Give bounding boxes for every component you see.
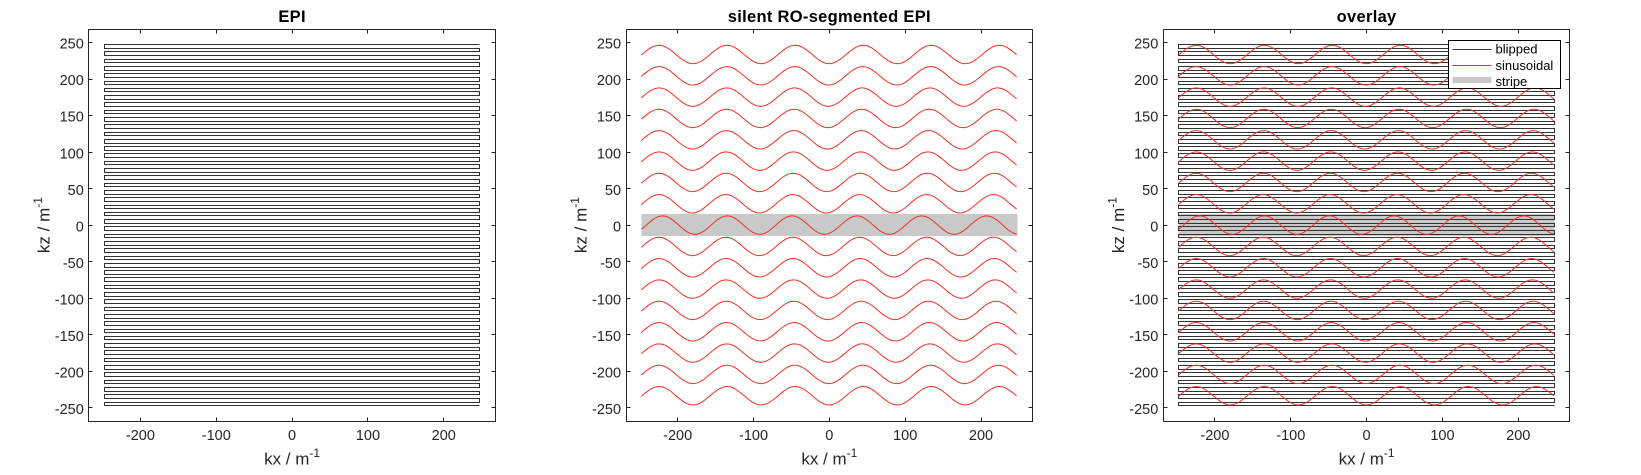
svg-text:150: 150 xyxy=(1134,110,1158,126)
svg-text:200: 200 xyxy=(969,428,993,444)
svg-text:stripe: stripe xyxy=(1496,74,1528,89)
svg-text:-100: -100 xyxy=(1129,292,1158,308)
svg-text:100: 100 xyxy=(60,146,84,162)
svg-text:-50: -50 xyxy=(63,256,84,272)
svg-text:250: 250 xyxy=(597,37,621,53)
svg-text:-200: -200 xyxy=(1129,365,1158,381)
svg-text:250: 250 xyxy=(1134,37,1158,53)
svg-text:kx / m-1: kx / m-1 xyxy=(801,446,857,469)
svg-text:150: 150 xyxy=(597,110,621,126)
svg-text:-250: -250 xyxy=(1129,402,1158,418)
svg-text:-250: -250 xyxy=(55,402,84,418)
svg-text:-50: -50 xyxy=(1137,256,1158,272)
svg-text:-200: -200 xyxy=(126,428,155,444)
svg-text:EPI: EPI xyxy=(278,8,306,26)
svg-text:200: 200 xyxy=(597,73,621,89)
svg-text:0: 0 xyxy=(76,219,84,235)
svg-text:100: 100 xyxy=(597,146,621,162)
svg-text:-150: -150 xyxy=(592,329,621,345)
svg-text:silent RO-segmented EPI: silent RO-segmented EPI xyxy=(728,8,931,26)
svg-text:0: 0 xyxy=(613,219,621,235)
svg-text:blipped: blipped xyxy=(1496,42,1538,57)
svg-text:-200: -200 xyxy=(55,365,84,381)
svg-text:-100: -100 xyxy=(1276,428,1305,444)
svg-text:200: 200 xyxy=(1506,428,1530,444)
svg-text:50: 50 xyxy=(68,183,84,199)
svg-text:50: 50 xyxy=(1142,183,1158,199)
svg-text:100: 100 xyxy=(893,428,917,444)
svg-text:kz / m-1: kz / m-1 xyxy=(31,197,54,253)
svg-text:100: 100 xyxy=(1430,428,1454,444)
svg-text:200: 200 xyxy=(1134,73,1158,89)
svg-text:100: 100 xyxy=(1134,146,1158,162)
svg-text:200: 200 xyxy=(60,73,84,89)
svg-text:0: 0 xyxy=(1150,219,1158,235)
svg-text:-200: -200 xyxy=(663,428,692,444)
svg-text:0: 0 xyxy=(825,428,833,444)
svg-text:overlay: overlay xyxy=(1337,8,1397,26)
svg-text:kz / m-1: kz / m-1 xyxy=(1105,197,1128,253)
svg-text:-100: -100 xyxy=(55,292,84,308)
svg-text:-50: -50 xyxy=(600,256,621,272)
svg-text:-200: -200 xyxy=(1200,428,1229,444)
svg-text:-200: -200 xyxy=(592,365,621,381)
svg-text:150: 150 xyxy=(60,110,84,126)
svg-text:200: 200 xyxy=(432,428,456,444)
svg-text:100: 100 xyxy=(356,428,380,444)
svg-text:-100: -100 xyxy=(202,428,231,444)
svg-text:-100: -100 xyxy=(592,292,621,308)
svg-text:kx / m-1: kx / m-1 xyxy=(1339,446,1395,469)
svg-text:0: 0 xyxy=(288,428,296,444)
svg-text:kx / m-1: kx / m-1 xyxy=(264,446,320,469)
svg-text:0: 0 xyxy=(1363,428,1371,444)
svg-text:-100: -100 xyxy=(739,428,768,444)
svg-text:50: 50 xyxy=(605,183,621,199)
svg-text:250: 250 xyxy=(60,37,84,53)
svg-text:-250: -250 xyxy=(592,402,621,418)
svg-text:sinusoidal: sinusoidal xyxy=(1496,58,1554,73)
svg-text:-150: -150 xyxy=(55,329,84,345)
svg-text:kz / m-1: kz / m-1 xyxy=(568,197,591,253)
svg-text:-150: -150 xyxy=(1129,329,1158,345)
